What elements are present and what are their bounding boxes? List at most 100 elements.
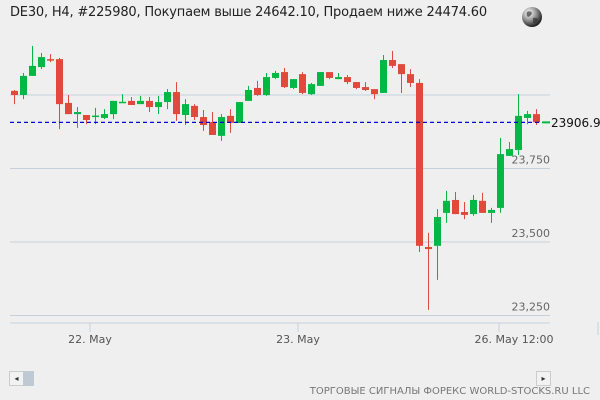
candle-body [227,115,234,123]
candle-bear [173,82,180,121]
candle-bull [119,94,126,104]
candle-body [479,200,486,213]
candle-body [236,102,243,123]
candle-bear [56,57,63,130]
horizontal-scrollbar[interactable] [9,371,550,385]
candle-bear [200,109,207,131]
candle-body [380,60,387,93]
candle-body [335,77,342,80]
candle-body [74,112,81,115]
candle-body [173,92,180,115]
arrow-right-icon[interactable]: ▸ [536,371,551,386]
candle-body [65,102,72,115]
candle-body [128,100,135,105]
candle-bear [128,97,135,105]
candle-body [101,114,108,118]
candle-body [218,117,225,136]
y-tick-label: 23,750 [512,154,551,167]
candle-bull [317,72,324,86]
y-tick-label: 23,500 [512,227,551,240]
candle-bear [254,80,261,96]
candle-body [443,200,450,213]
candle-bull [272,70,279,80]
candle-body [110,100,117,115]
candle-body [83,114,90,120]
candle-bear [209,112,216,135]
candle-body [245,90,252,101]
arrow-left-icon[interactable]: ◂ [9,371,24,386]
candle-bear [326,72,333,80]
candle-bear [191,104,198,120]
candle-body [434,217,441,246]
candle-body [38,57,45,68]
candle-bear [461,202,468,220]
candle-body [47,59,54,61]
y-tick-label: 23,250 [512,301,551,314]
candle-bear [416,79,423,252]
candle-bear [146,97,153,113]
candle-body [155,102,162,108]
candle-body [488,209,495,213]
candle-bear [65,95,72,115]
scrollbar-thumb[interactable] [23,371,34,386]
candle-bull [470,194,477,216]
candle-body [56,59,63,105]
candle-body [272,72,279,78]
current-price-label: 23906.9 [551,116,600,130]
candle-bull [92,107,99,125]
candle-bear [47,54,54,63]
candle-body [326,72,333,78]
candle-body [362,87,369,91]
candle-body [317,72,324,86]
candle-bull [38,52,45,70]
candle-bear [425,232,432,310]
candle-body [29,65,36,76]
candle-bull [380,55,387,93]
candle-bull [20,72,27,100]
candle-body [92,115,99,118]
candle-body [254,87,261,95]
candlestick-chart: 23,250 23,500 23,750 22. May 23. May 26. May … [10,45,600,346]
candle-body [524,114,531,118]
x-tick-label: 22. May [68,333,112,346]
candle-body [506,149,513,156]
candle-bear [389,50,396,68]
candle-bull [506,142,513,156]
candle-bull [110,100,117,120]
candle-bull [488,207,495,223]
candle-body [281,72,288,88]
candle-body [425,246,432,250]
x-tick-label: 26. May 12:00 [475,333,554,346]
candle-bear [452,192,459,215]
candle-bull [101,109,108,120]
candle-bear [281,67,288,88]
candle-body [191,105,198,118]
candle-bull [515,94,522,155]
candle-body [389,60,396,66]
candle-bear [398,64,405,93]
candle-bull [263,72,270,96]
candle-bear [353,82,360,90]
chart-title: DE30, H4, #225980, Покупаем выше 24642.1… [10,5,487,20]
candle-bull [443,190,450,223]
candle-bull [137,95,144,105]
candle-bear [407,69,414,88]
candle-body [533,114,540,123]
x-tick-label: 23. May [276,333,320,346]
candle-bull [182,99,189,125]
candle-body [470,199,477,215]
candle-body [416,82,423,246]
candle-body [11,90,18,95]
candle-body [407,74,414,83]
candle-body [308,84,315,95]
candle-bull [155,95,162,115]
candle-bear [299,72,306,95]
candle-body [398,64,405,75]
globe-icon[interactable] [521,6,543,28]
candle-bull [164,89,171,110]
candle-body [182,104,189,115]
candle-bull [497,137,504,213]
candle-body [515,115,522,150]
candle-body [497,154,504,208]
candle-bull [290,79,297,90]
